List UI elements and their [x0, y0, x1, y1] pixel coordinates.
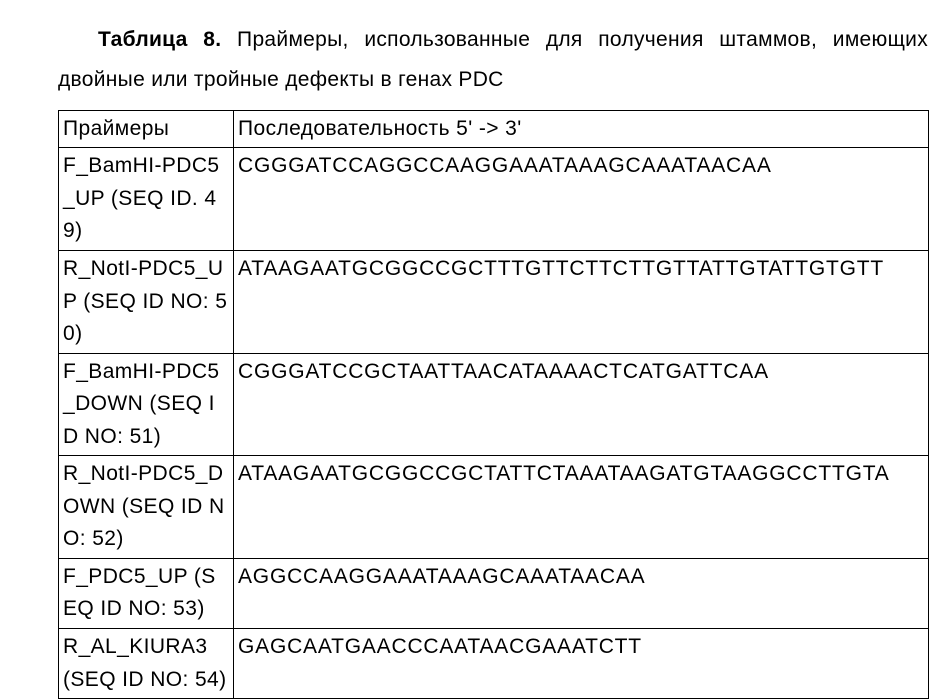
table-row: F_PDC5_UP (SEQ ID NO: 53) AGGCCAAGGAAATA…	[59, 558, 929, 628]
table-row: R_AL_KIURA3 (SEQ ID NO: 54) GAGCAATGAACC…	[59, 628, 929, 698]
cell-sequence: AGGCCAAGGAAATAAAGCAAATAACAA	[234, 558, 929, 628]
table-caption-label: Таблица 8.	[58, 28, 221, 51]
cell-primer: F_BamHI-PDC5_UP (SEQ ID. 49)	[59, 148, 234, 251]
cell-primer: F_BamHI-PDC5_DOWN (SEQ ID NO: 51)	[59, 353, 234, 456]
table-body: F_BamHI-PDC5_UP (SEQ ID. 49) CGGGATCCAGG…	[59, 148, 929, 699]
cell-sequence: CGGGATCCGCTAATTAACATAAAACTCATGATTCAA	[234, 353, 929, 456]
cell-primer: R_NotI-PDC5_UP (SEQ ID NO: 50)	[59, 250, 234, 353]
table-row: F_BamHI-PDC5_DOWN (SEQ ID NO: 51) CGGGAT…	[59, 353, 929, 456]
primers-table: Праймеры Последовательность 5' -> 3' F_B…	[58, 110, 929, 699]
cell-primer: F_PDC5_UP (SEQ ID NO: 53)	[59, 558, 234, 628]
column-header-primers: Праймеры	[59, 110, 234, 148]
cell-primer: R_AL_KIURA3 (SEQ ID NO: 54)	[59, 628, 234, 698]
table-row: R_NotI-PDC5_DOWN (SEQ ID NO: 52) ATAAGAA…	[59, 456, 929, 559]
cell-sequence: GAGCAATGAACCCAATAACGAAATCTT	[234, 628, 929, 698]
table-caption: Таблица 8. Праймеры, использованные для …	[58, 20, 928, 100]
table-row: F_BamHI-PDC5_UP (SEQ ID. 49) CGGGATCCAGG…	[59, 148, 929, 251]
column-header-sequence: Последовательность 5' -> 3'	[234, 110, 929, 148]
table-header-row: Праймеры Последовательность 5' -> 3'	[59, 110, 929, 148]
cell-sequence: ATAAGAATGCGGCCGCTATTCTAAATAAGATGTAAGGCCT…	[234, 456, 929, 559]
table-row: R_NotI-PDC5_UP (SEQ ID NO: 50) ATAAGAATG…	[59, 250, 929, 353]
cell-primer: R_NotI-PDC5_DOWN (SEQ ID NO: 52)	[59, 456, 234, 559]
cell-sequence: CGGGATCCAGGCCAAGGAAATAAAGCAAATAACAA	[234, 148, 929, 251]
cell-sequence: ATAAGAATGCGGCCGCTTTGTTCTTCTTGTTATTGTATTG…	[234, 250, 929, 353]
